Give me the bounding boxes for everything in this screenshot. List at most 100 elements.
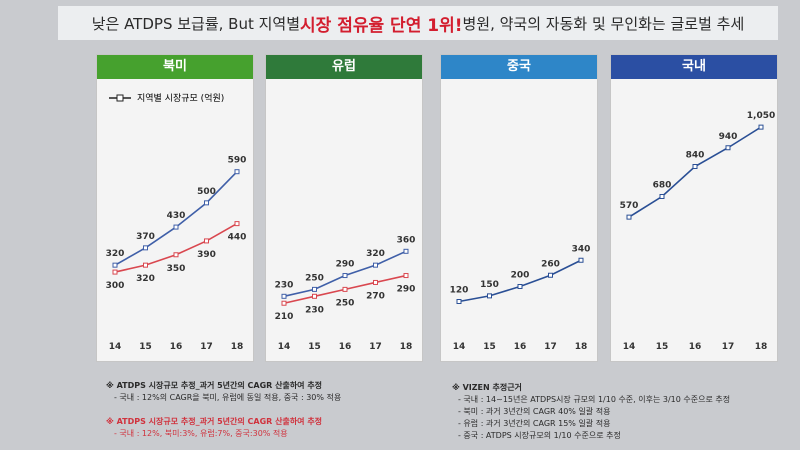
chart-panel-korea: 국내 570 680 840 940 1,050 14 15 16 17 18 [610, 54, 778, 362]
headline-pre: 낮은 ATDPS 보급률, But 지역별 [91, 14, 301, 33]
data-point [112, 262, 118, 268]
panel-header: 북미 [97, 55, 253, 79]
data-label: 290 [336, 260, 355, 270]
x-tick-label: 18 [400, 342, 413, 352]
data-point [725, 145, 731, 151]
data-label: 250 [305, 273, 324, 283]
data-point [143, 262, 148, 268]
x-tick-label: 16 [689, 342, 702, 352]
data-point [312, 286, 317, 292]
series-line [628, 126, 762, 218]
data-point [342, 273, 348, 279]
x-tick-label: 16 [170, 342, 183, 352]
chart-svg: 230 250 290 320 360 210 230 250 270 290 14 15 16 17 18 [275, 235, 416, 352]
data-label: 680 [653, 181, 672, 191]
data-point [312, 293, 317, 299]
data-point [234, 221, 240, 227]
data-point [204, 238, 209, 244]
data-point [373, 262, 378, 268]
legend: 지역별 시장규모 (억원) [109, 92, 224, 104]
data-point [281, 300, 287, 306]
data-point [578, 257, 584, 263]
data-label: 120 [450, 286, 469, 296]
panel-header: 유럽 [266, 55, 422, 79]
data-point [173, 224, 179, 230]
data-label: 360 [397, 235, 416, 245]
headline-highlight: 시장 점유율 단연 1위! [300, 15, 463, 36]
x-tick-label: 14 [109, 342, 122, 352]
data-point [692, 164, 698, 169]
legend-marker [116, 94, 124, 102]
data-label: 370 [136, 232, 155, 242]
data-point [403, 273, 409, 279]
x-tick-label: 17 [544, 342, 557, 352]
note-title: ※ ATDPS 시장규모 추정_과거 5년간의 CAGR 산출하여 추정 [106, 381, 323, 390]
data-label: 440 [228, 233, 247, 243]
headline-post: 병원, 약국의 자동화 및 무인화는 글로벌 추세 [462, 14, 745, 33]
data-label: 940 [719, 132, 738, 142]
data-label: 570 [620, 201, 639, 211]
data-point [659, 194, 665, 199]
headline: 낮은 ATDPS 보급률, But 지역별 시장 점유율 단연 1위! 병원, … [58, 6, 778, 40]
x-tick-label: 18 [231, 342, 244, 352]
note-line: - 유럽 : 과거 3년간의 CAGR 15% 일괄 적용 [458, 419, 611, 428]
data-label: 210 [275, 312, 294, 322]
data-label: 1,050 [747, 111, 775, 121]
x-tick-label: 15 [139, 342, 152, 352]
data-label: 320 [106, 249, 125, 259]
x-tick-label: 16 [339, 342, 352, 352]
x-tick-label: 17 [722, 342, 735, 352]
data-point [173, 252, 179, 258]
data-point [234, 169, 240, 175]
note-line: - 국내 : 12%, 북미:3%, 유럽:7%, 중국:30% 적용 [114, 429, 288, 438]
data-point [342, 286, 348, 292]
series-line [458, 259, 582, 303]
data-label: 300 [106, 281, 125, 291]
x-tick-label: 14 [453, 342, 466, 352]
chart-svg: 120 150 200 260 340 14 15 16 17 18 [450, 244, 591, 352]
note-line: - 북미 : 과거 3년간의 CAGR 40% 일괄 적용 [458, 407, 611, 416]
note-line: - 중국 : ATDPS 시장규모의 1/10 수준으로 추정 [458, 431, 621, 440]
x-tick-label: 18 [575, 342, 588, 352]
x-tick-label: 14 [623, 342, 636, 352]
chart-panel-north-america: 북미 지역별 시장규모 (억원) 320 370 430 500 590 300 320 350… [96, 54, 254, 362]
data-label: 260 [541, 259, 560, 269]
data-point [204, 200, 209, 206]
data-label: 340 [572, 244, 591, 254]
x-tick-label: 17 [200, 342, 213, 352]
x-tick-label: 17 [369, 342, 382, 352]
data-point [112, 269, 118, 275]
data-label: 320 [136, 274, 155, 284]
panel-header: 중국 [441, 55, 597, 79]
x-tick-label: 18 [755, 342, 768, 352]
note-line: - 국내 : 14~15년은 ATDPS시장 규모의 1/10 수준, 이후는 … [458, 395, 731, 404]
notes-left-2: ※ ATDPS 시장규모 추정_과거 5년간의 CAGR 산출하여 추정 - 국… [106, 416, 322, 440]
data-label: 350 [167, 264, 186, 274]
notes-right: ※ VIZEN 추정근거 - 국내 : 14~15년은 ATDPS시장 규모의 … [452, 382, 730, 442]
x-tick-label: 14 [278, 342, 291, 352]
x-tick-label: 15 [308, 342, 321, 352]
data-label: 320 [366, 249, 385, 259]
data-label: 250 [336, 298, 355, 308]
chart-panel-china: 중국 120 150 200 260 340 14 15 16 17 18 [440, 54, 598, 362]
data-label: 590 [228, 156, 247, 166]
panel-header: 국내 [611, 55, 777, 79]
data-label: 150 [480, 280, 499, 290]
data-point [517, 284, 523, 289]
data-label: 230 [275, 280, 294, 290]
legend-label: 지역별 시장규모 (억원) [137, 92, 224, 104]
data-point [373, 279, 378, 285]
data-point [281, 293, 287, 299]
data-label: 270 [366, 291, 385, 301]
note-title: ※ ATDPS 시장규모 추정_과거 5년간의 CAGR 산출하여 추정 [106, 417, 323, 426]
chart-svg: 570 680 840 940 1,050 14 15 16 17 18 [620, 111, 776, 352]
data-label: 840 [686, 151, 705, 161]
chart-svg: 지역별 시장규모 (억원) 320 370 430 500 590 300 320 350 390… [106, 92, 247, 352]
data-label: 430 [167, 211, 186, 221]
data-point [626, 214, 632, 220]
notes-left-1: ※ ATDPS 시장규모 추정_과거 5년간의 CAGR 산출하여 추정 - 국… [106, 380, 341, 404]
data-point [758, 124, 764, 130]
data-point [487, 293, 492, 299]
x-tick-label: 15 [656, 342, 669, 352]
data-point [143, 245, 148, 251]
